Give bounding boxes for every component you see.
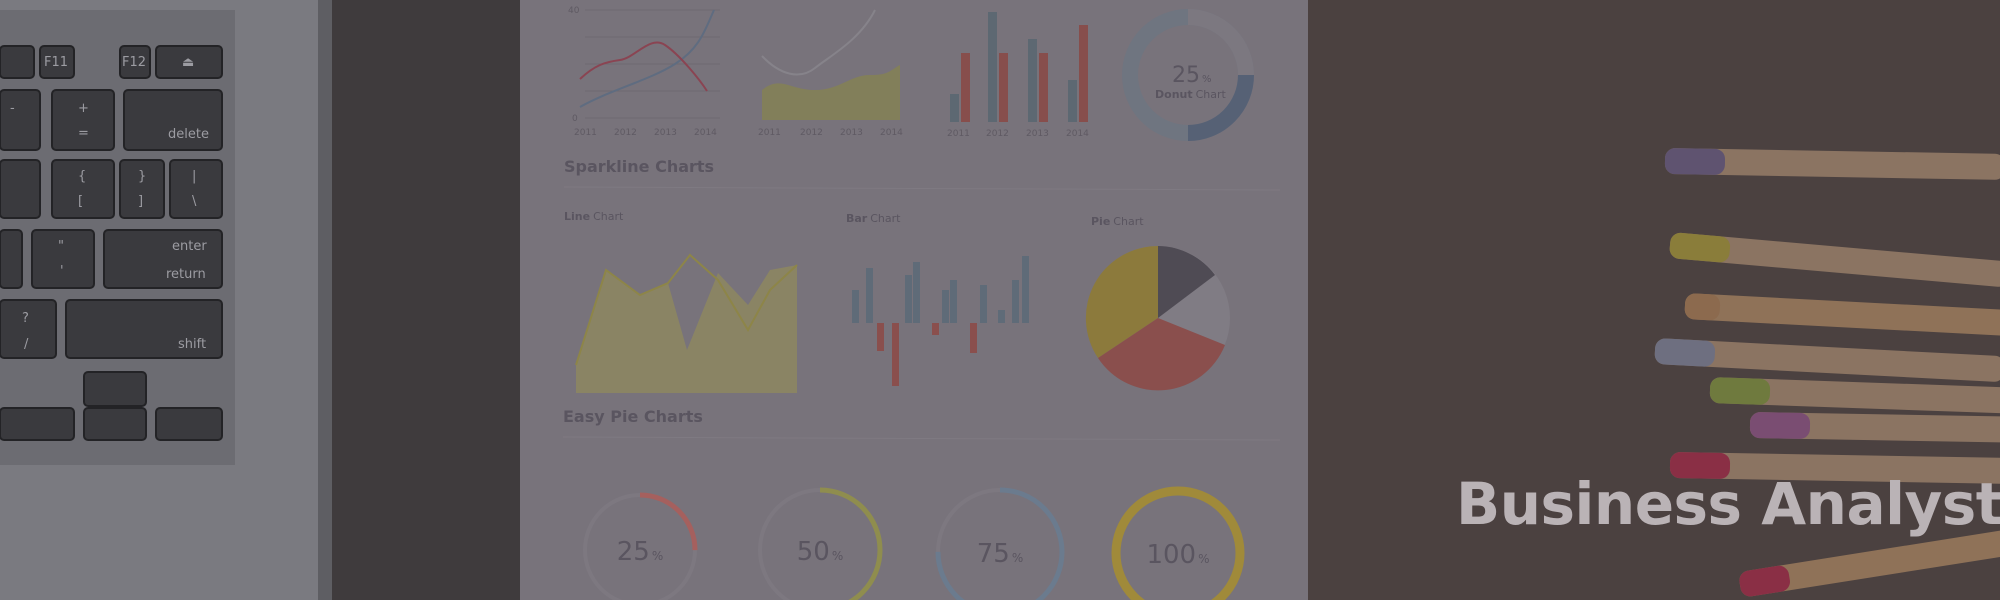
gauge-value: 75 [977, 539, 1010, 569]
key-label: | [192, 169, 196, 184]
svg-text:2011: 2011 [574, 128, 597, 138]
key-label: ? [22, 311, 29, 326]
line-chart-label: Line Chart [564, 210, 624, 223]
bar-chart-label: Bar Chart [846, 212, 901, 225]
gauge-unit: % [652, 549, 663, 563]
donut-label: Donut Chart [1155, 88, 1227, 101]
key-label: delete [168, 127, 209, 142]
key-label: } [138, 169, 146, 184]
gauge-unit: % [832, 549, 843, 563]
svg-text:2011: 2011 [758, 128, 781, 138]
key-label: [ [78, 194, 83, 209]
key-label: F11 [44, 55, 68, 70]
key-label: - [10, 101, 15, 116]
section-heading: Sparkline Charts [564, 157, 714, 176]
key-label: ] [138, 194, 143, 209]
donut-value-text: 25% [1172, 63, 1212, 88]
gauge-value: 25 [617, 537, 650, 567]
section-heading: Easy Pie Charts [563, 407, 703, 426]
pie-mock [1085, 245, 1230, 391]
svg-text:2013: 2013 [654, 128, 677, 138]
key-label: F12 [122, 55, 146, 70]
key-label: ' [60, 264, 64, 279]
gauge: 50% [757, 487, 883, 600]
pie-chart-label: Pie Chart [1091, 215, 1144, 228]
key-label: " [58, 239, 64, 254]
gauge-arc [1111, 486, 1245, 600]
gauge-unit: % [1012, 551, 1023, 565]
svg-text:2013: 2013 [1026, 129, 1049, 139]
svg-text:2014: 2014 [1066, 129, 1089, 139]
svg-text:2013: 2013 [840, 128, 863, 138]
key-label: return [166, 267, 206, 282]
gauge-unit: % [1198, 552, 1209, 566]
svg-text:2012: 2012 [986, 129, 1009, 139]
svg-text:2012: 2012 [800, 128, 823, 138]
gauge-arc [935, 487, 1065, 600]
gauge-arc [757, 487, 883, 600]
key-label: { [78, 169, 86, 184]
paper-dashboard-printout: 40 0 2011 2012 2013 2014 2011 2012 2013 … [520, 0, 1308, 600]
key-label: enter [172, 239, 207, 254]
eject-icon: ⏏ [182, 55, 194, 70]
colored-pencils [1654, 148, 2000, 597]
key-label: shift [178, 337, 206, 352]
svg-text:2012: 2012 [614, 128, 637, 138]
svg-text:2014: 2014 [880, 128, 903, 138]
svg-text:2014: 2014 [694, 128, 717, 138]
gauge: 25% [582, 492, 698, 600]
gauge: 100% [1111, 486, 1245, 600]
gauge-value-text: 25% [617, 537, 664, 567]
gauge-value: 50 [797, 537, 830, 567]
gauge-value-text: 100% [1146, 540, 1209, 570]
key-label: + [78, 101, 89, 116]
gauge-value-text: 75% [977, 539, 1024, 569]
key-label: \ [192, 194, 197, 209]
gauge-group: 25% 50% 75% 100% [582, 486, 1245, 600]
svg-text:2011: 2011 [947, 129, 970, 139]
key-label: = [78, 126, 89, 141]
banner-title: Business Analyst [1456, 470, 2000, 538]
svg-text:0: 0 [572, 114, 578, 124]
gauge-value-text: 50% [797, 537, 844, 567]
key-label: / [24, 337, 29, 352]
gauge-arc [582, 492, 698, 600]
svg-text:40: 40 [568, 6, 580, 16]
laptop-keyboard: F11 F12 ⏏ - + = delete { [ } ] | \ " ' e… [0, 0, 332, 600]
gauge: 75% [935, 487, 1065, 600]
gauge-value: 100 [1146, 540, 1196, 570]
